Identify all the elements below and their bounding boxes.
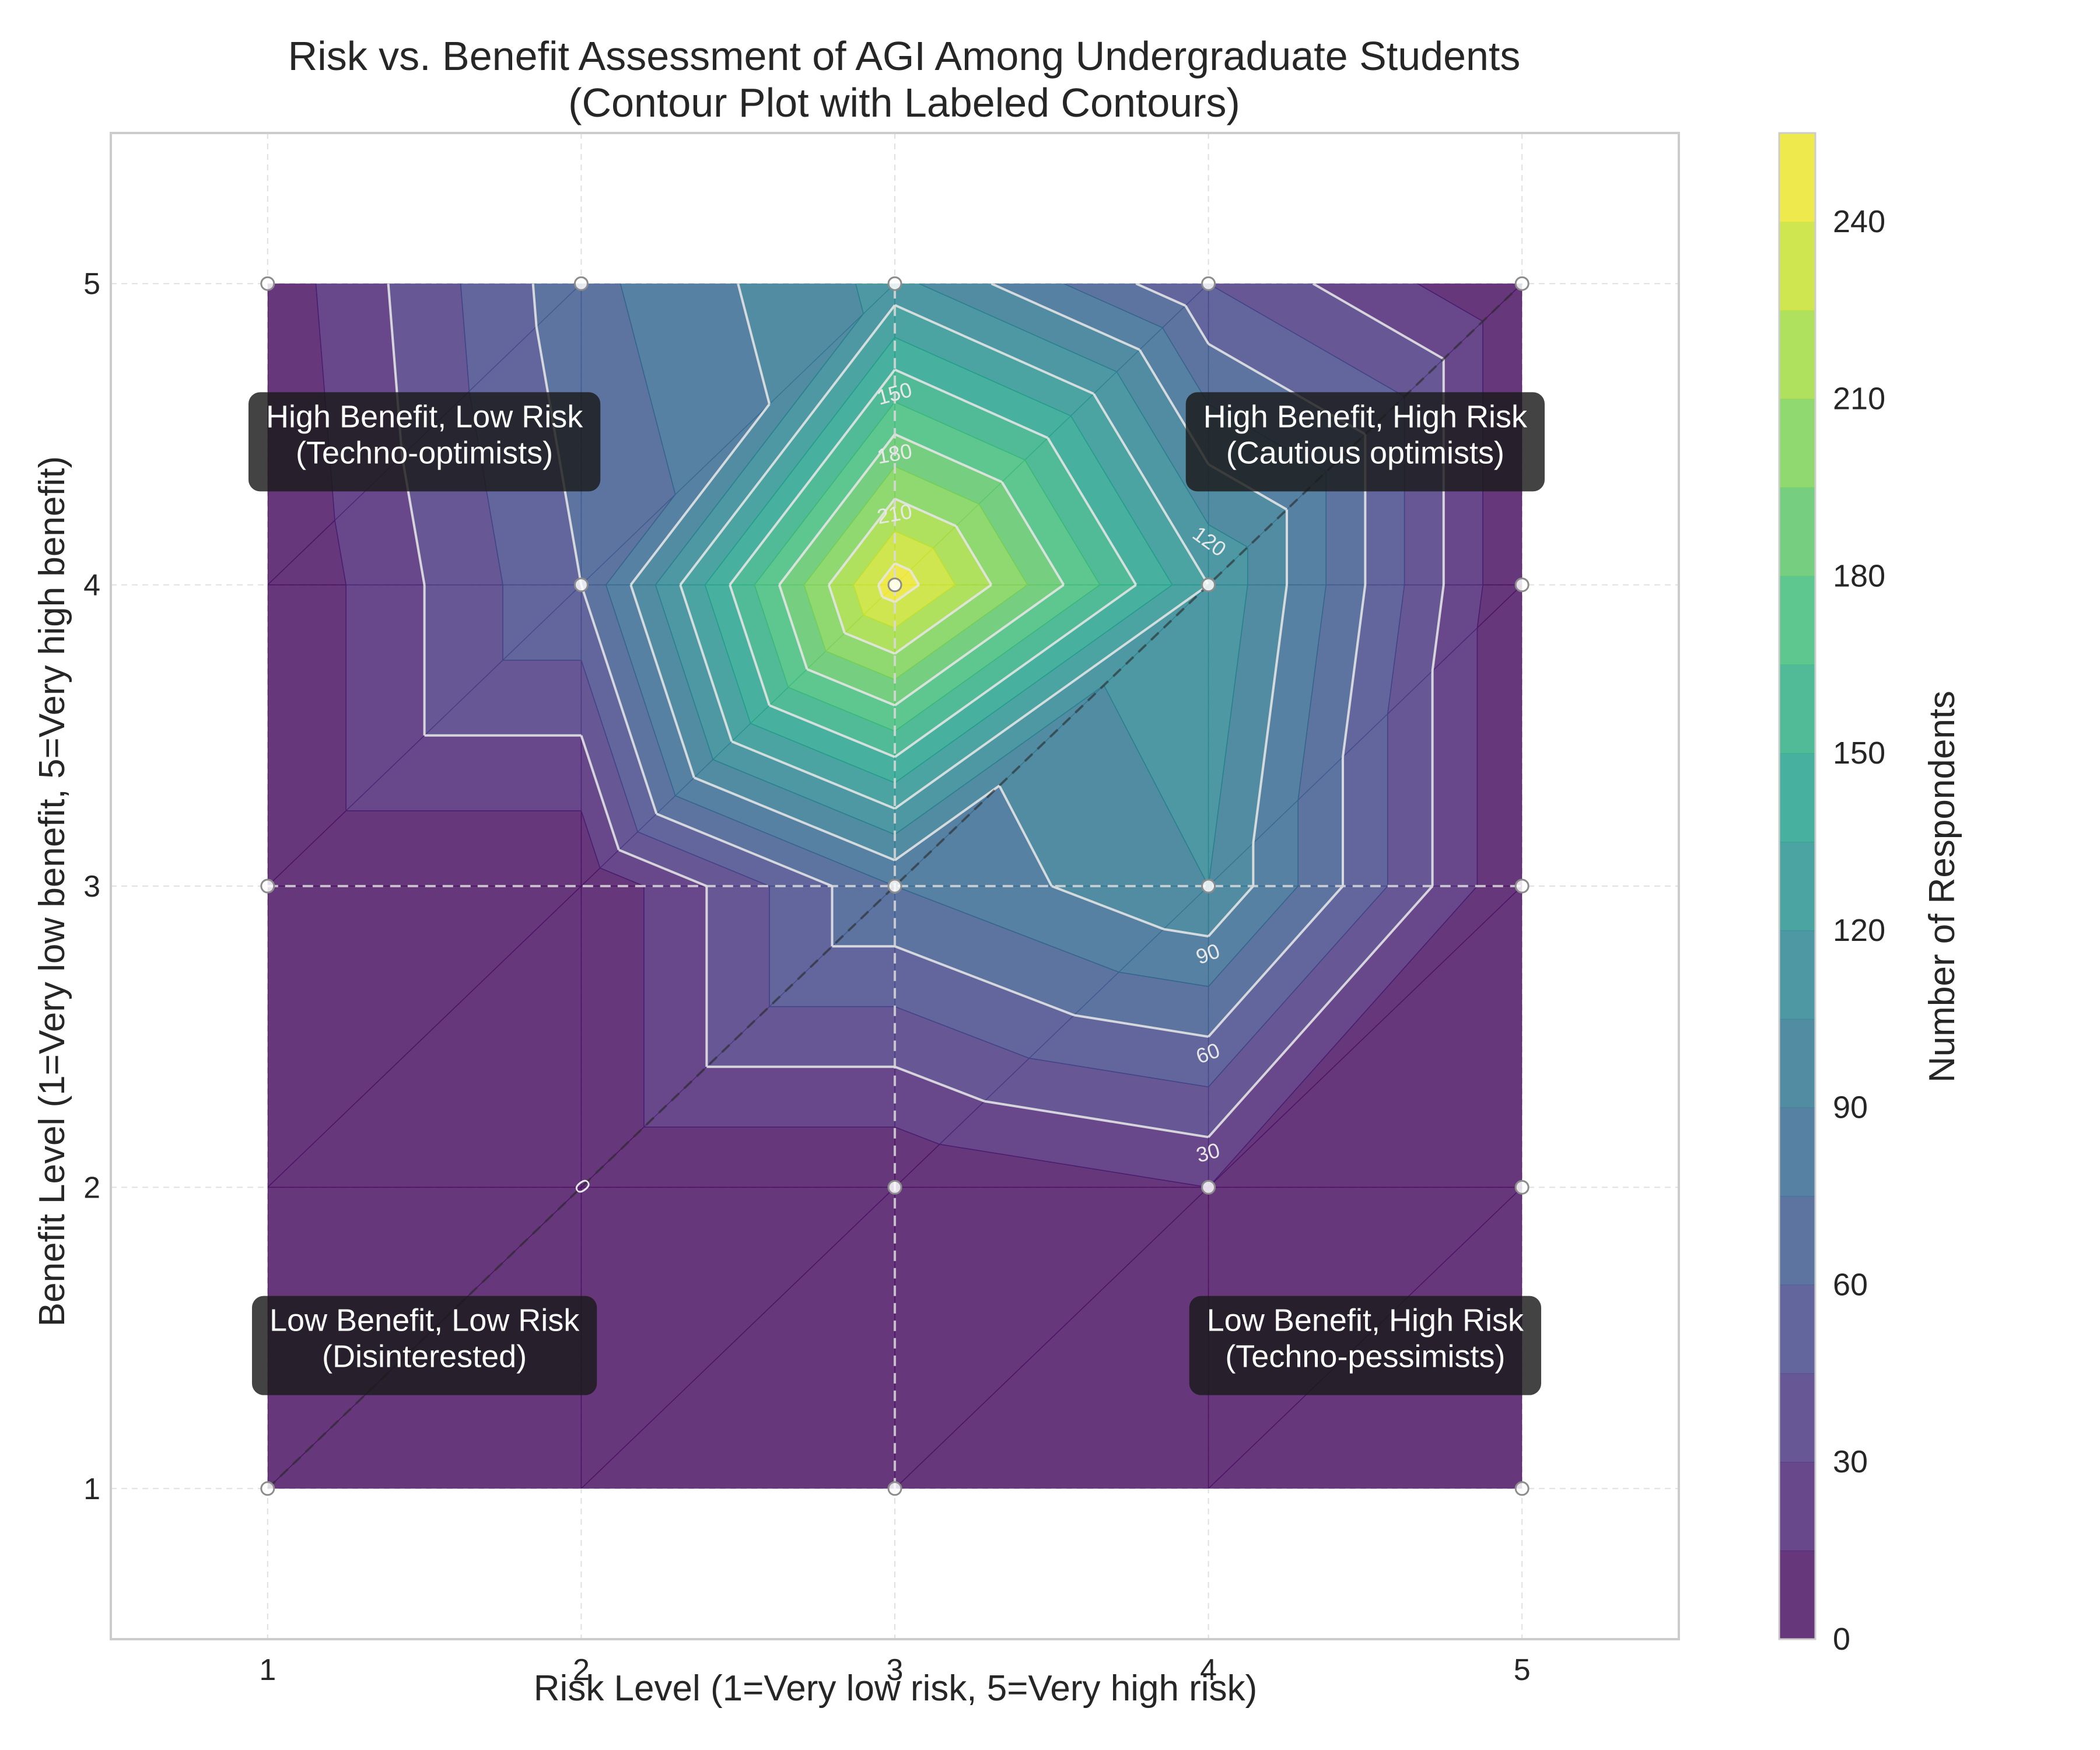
colorbar-band (1779, 221, 1815, 311)
diagonal-reference-line (267, 282, 1523, 1490)
quadrant-annotations: High Benefit, Low Risk(Techno-optimists)… (248, 392, 1545, 1395)
contour-lines (387, 284, 1445, 1139)
colorbar-tick-label: 30 (1833, 1444, 1868, 1479)
x-tick-label: 5 (1514, 1653, 1531, 1687)
colorbar-tick-label: 60 (1833, 1267, 1868, 1302)
y-tick-label: 5 (83, 267, 100, 301)
quadrant-box (248, 392, 601, 492)
colorbar-tick-label: 150 (1833, 736, 1885, 771)
y-axis-ticks: 1 2 3 4 5 (83, 267, 100, 1506)
contour-line (827, 498, 993, 655)
colorbar-band (1779, 133, 1815, 222)
colorbar-band (1779, 1107, 1815, 1197)
colorbar (1778, 132, 1817, 1640)
y-axis-label: Benefit Level (1=Very low benefit, 5=Ver… (32, 456, 72, 1326)
title-line-1: Risk vs. Benefit Assessment of AGI Among… (288, 33, 1521, 79)
colorbar-band (1779, 1462, 1815, 1551)
contour-line (531, 284, 1367, 1038)
data-point (1201, 878, 1216, 894)
colorbar-band (1779, 842, 1815, 931)
data-point (887, 578, 902, 593)
data-point (887, 276, 902, 291)
colorbar-band (1779, 930, 1815, 1020)
colorbar-tick-label: 0 (1833, 1622, 1850, 1657)
quadrant-annotation: Low Benefit, Low Risk(Disinterested) (251, 1296, 597, 1395)
x-axis-ticks: 1 2 3 4 5 (259, 1653, 1530, 1687)
x-tick-label: 4 (1200, 1653, 1217, 1687)
colorbar-tick-label: 240 (1833, 204, 1885, 239)
colorbar-band (1779, 1019, 1815, 1108)
data-points (260, 276, 1530, 1496)
quadrant-annotation: High Benefit, High Risk(Cautious optimis… (1185, 392, 1545, 492)
quadrant-annotation: Low Benefit, High Risk(Techno-pessimists… (1189, 1296, 1542, 1395)
data-point (1514, 276, 1530, 291)
title-line-2: (Contour Plot with Labeled Contours) (568, 80, 1240, 125)
plot-frame (110, 132, 1680, 1640)
colorbar-label: Number of Respondents (1922, 691, 1962, 1083)
data-point (887, 878, 902, 894)
colorbar-band (1779, 1373, 1815, 1462)
data-point (1201, 276, 1216, 291)
colorbar-band (1779, 398, 1815, 488)
data-point (1201, 1180, 1216, 1195)
contour-line (729, 368, 1138, 758)
contour-line (629, 284, 1288, 938)
quadrant-title: Low Benefit, Low Risk (270, 1303, 580, 1338)
colorbar-tick-label: 120 (1833, 913, 1885, 948)
quadrant-box (251, 1296, 597, 1395)
quadrant-box (1185, 392, 1545, 492)
colorbar-band (1779, 664, 1815, 754)
contour-line (778, 433, 1065, 707)
colorbar-band (1779, 1284, 1815, 1374)
colorbar-band (1779, 753, 1815, 842)
quadrant-title: High Benefit, High Risk (1203, 399, 1528, 434)
contour-line (877, 562, 921, 603)
quadrant-annotation: High Benefit, Low Risk(Techno-optimists) (248, 392, 601, 492)
data-point (260, 878, 275, 894)
data-point (573, 578, 589, 593)
x-axis-label: Risk Level (1=Very low risk, 5=Very high… (534, 1668, 1257, 1709)
data-point (573, 276, 589, 291)
y-tick-label: 1 (83, 1472, 100, 1506)
quadrant-title: Low Benefit, High Risk (1207, 1303, 1524, 1338)
contour-line (679, 304, 1210, 810)
quadrant-subtitle: (Techno-pessimists) (1225, 1339, 1505, 1374)
data-point (1514, 1180, 1530, 1195)
y-tick-label: 3 (83, 870, 100, 904)
quadrant-title: High Benefit, Low Risk (266, 399, 583, 434)
data-point (260, 276, 275, 291)
colorbar-tick-label: 210 (1833, 382, 1885, 416)
y-tick-label: 4 (83, 569, 100, 603)
colorbar-band (1779, 1196, 1815, 1286)
data-point (1514, 578, 1530, 593)
x-tick-label: 2 (573, 1653, 590, 1687)
colorbar-ticks: 0 30 60 90 120 150 180 210 240 (1833, 204, 1885, 1657)
colorbar-band (1779, 1550, 1815, 1640)
colorbar-band (1779, 310, 1815, 400)
quadrant-subtitle: (Techno-optimists) (296, 435, 553, 470)
data-point (1514, 878, 1530, 894)
colorbar-frame (1778, 132, 1817, 1640)
x-tick-label: 3 (887, 1653, 904, 1687)
quadrant-box (1189, 1296, 1542, 1395)
quadrant-subtitle: (Cautious optimists) (1226, 435, 1504, 470)
x-tick-label: 1 (259, 1653, 276, 1687)
data-point (1201, 578, 1216, 593)
data-point (1514, 1481, 1530, 1496)
data-point (260, 1481, 275, 1496)
y-tick-label: 2 (83, 1171, 100, 1205)
colorbar-tick-label: 90 (1833, 1090, 1868, 1125)
colorbar-tick-label: 180 (1833, 558, 1885, 593)
chart-title: Risk vs. Benefit Assessment of AGI Among… (288, 33, 1521, 125)
colorbar-band (1779, 487, 1815, 577)
data-point (887, 1180, 902, 1195)
colorbar-band (1779, 576, 1815, 665)
quadrant-subtitle: (Disinterested) (322, 1339, 527, 1374)
data-point (887, 1481, 902, 1496)
